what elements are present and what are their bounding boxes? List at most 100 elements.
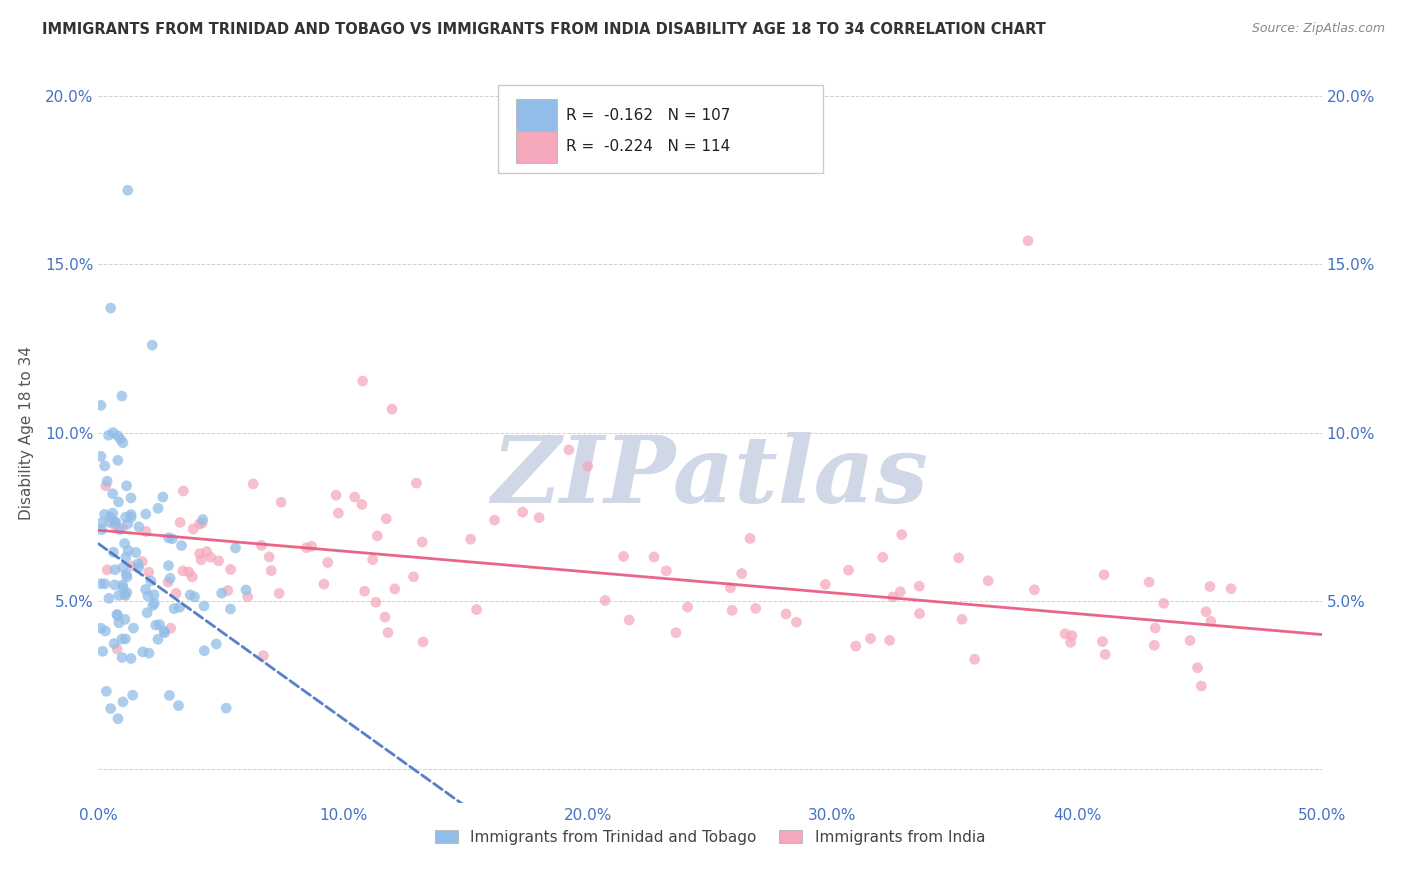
Point [104, 578, 127, 592]
Point [576, 459, 599, 474]
Point [1091, 634, 1114, 648]
Point [90, 398, 112, 412]
Point [1059, 635, 1081, 649]
Point [1092, 567, 1115, 582]
Point [91, 644, 114, 658]
Point [328, 506, 350, 520]
Point [882, 590, 904, 604]
Point [643, 549, 665, 564]
Point [115, 585, 138, 599]
Point [948, 550, 970, 565]
Point [613, 549, 636, 564]
Point [105, 641, 128, 656]
Point [211, 586, 233, 600]
Point [325, 488, 347, 502]
Point [142, 599, 165, 613]
Point [135, 582, 157, 597]
Point [593, 593, 616, 607]
Point [665, 625, 688, 640]
Point [312, 577, 335, 591]
Point [721, 603, 744, 617]
Point [738, 532, 761, 546]
Point [859, 632, 882, 646]
Point [845, 639, 868, 653]
Point [412, 635, 434, 649]
Point [384, 582, 406, 596]
Point [132, 645, 155, 659]
Point [128, 520, 150, 534]
Point [157, 689, 180, 703]
Point [402, 570, 425, 584]
Point [111, 650, 134, 665]
Point [111, 632, 134, 646]
Point [217, 583, 239, 598]
Text: ZIPatlas: ZIPatlas [492, 432, 928, 522]
Point [114, 589, 136, 603]
Point [512, 505, 534, 519]
Point [131, 555, 153, 569]
Point [101, 486, 124, 500]
Point [1054, 627, 1077, 641]
Point [1187, 661, 1209, 675]
Point [1199, 580, 1222, 594]
Point [139, 574, 162, 588]
Point [1060, 628, 1083, 642]
Point [143, 588, 166, 602]
Point [146, 501, 169, 516]
Point [242, 476, 264, 491]
Point [908, 607, 931, 621]
Point [114, 612, 136, 626]
Point [172, 564, 194, 578]
Point [655, 564, 678, 578]
Point [115, 570, 138, 584]
Point [405, 476, 427, 491]
Point [731, 566, 754, 581]
Point [172, 483, 194, 498]
Point [90, 523, 112, 537]
Point [193, 644, 215, 658]
Point [364, 595, 387, 609]
Point [104, 516, 127, 530]
Point [138, 646, 160, 660]
Point [207, 554, 229, 568]
Point [1144, 621, 1167, 635]
Point [152, 490, 174, 504]
Point [205, 637, 228, 651]
FancyBboxPatch shape [516, 130, 557, 163]
Point [1153, 596, 1175, 610]
Point [195, 544, 218, 558]
Point [163, 601, 186, 615]
Point [260, 564, 283, 578]
Point [90, 516, 112, 530]
Point [93, 458, 115, 473]
Point [224, 541, 246, 555]
Point [111, 521, 134, 535]
Point [366, 529, 388, 543]
Legend: Immigrants from Trinidad and Tobago, Immigrants from India: Immigrants from Trinidad and Tobago, Imm… [429, 823, 991, 851]
Point [115, 479, 138, 493]
Point [145, 618, 167, 632]
Point [188, 547, 211, 561]
Point [301, 539, 323, 553]
Point [107, 453, 129, 467]
Point [111, 581, 134, 595]
Point [96, 684, 118, 698]
Point [215, 701, 238, 715]
Point [236, 590, 259, 604]
Point [120, 491, 142, 505]
Point [90, 621, 112, 635]
Point [117, 516, 139, 531]
Point [159, 621, 181, 635]
Point [107, 429, 129, 443]
Point [103, 636, 125, 650]
Point [191, 516, 214, 530]
Point [135, 524, 157, 539]
Text: IMMIGRANTS FROM TRINIDAD AND TOBAGO VS IMMIGRANTS FROM INDIA DISABILITY AGE 18 T: IMMIGRANTS FROM TRINIDAD AND TOBAGO VS I… [42, 22, 1046, 37]
Point [141, 338, 163, 352]
Point [814, 577, 837, 591]
Point [121, 558, 143, 573]
Point [381, 402, 404, 417]
Point [114, 536, 136, 550]
Point [117, 543, 139, 558]
Point [838, 563, 860, 577]
